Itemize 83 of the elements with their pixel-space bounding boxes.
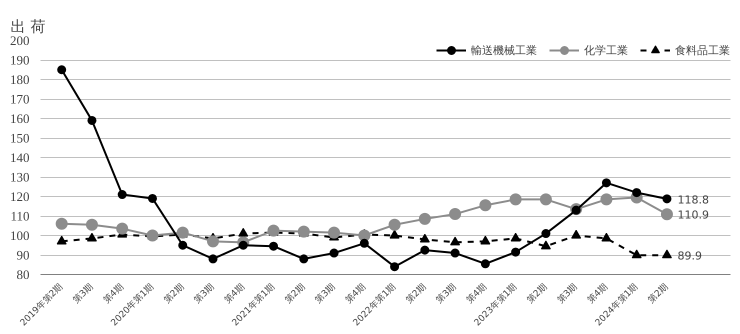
point	[86, 232, 97, 242]
point	[269, 242, 278, 251]
point	[480, 259, 490, 268]
x-tick-label: 第4期	[101, 281, 126, 306]
y-tick-label: 160	[10, 111, 30, 126]
point	[238, 240, 248, 250]
point	[449, 208, 462, 220]
data-label: 89.9	[678, 250, 702, 263]
legend-label: 食料品工業	[675, 42, 730, 58]
point	[540, 240, 551, 250]
y-tick-label: 100	[10, 228, 30, 243]
y-tick-label: 200	[10, 33, 30, 48]
y-tick-label: 90	[16, 248, 30, 262]
point	[450, 248, 460, 258]
point	[480, 236, 490, 244]
point	[632, 250, 642, 258]
x-tick-label: 第3期	[313, 281, 338, 306]
point	[360, 238, 369, 248]
point	[420, 234, 430, 242]
point	[56, 236, 67, 244]
y-tick-label: 120	[10, 189, 30, 204]
x-tick-label: 第2期	[282, 281, 308, 306]
point	[208, 254, 218, 264]
point	[662, 250, 672, 258]
point	[572, 206, 581, 215]
y-tick-label: 140	[10, 150, 30, 165]
point	[662, 194, 672, 204]
point	[238, 228, 248, 237]
y-tick-label: 180	[10, 72, 30, 87]
data-label: 110.9	[678, 208, 710, 222]
point	[510, 193, 522, 206]
point	[418, 212, 431, 225]
point	[390, 262, 400, 272]
x-tick-label: 第2期	[404, 281, 428, 306]
point	[118, 190, 127, 200]
point	[388, 218, 401, 231]
x-tick-label: 第3期	[555, 281, 580, 306]
point	[479, 199, 492, 212]
point	[299, 254, 308, 264]
legend-label: 化学工業	[584, 42, 628, 58]
y-tick-label: 130	[10, 170, 30, 184]
point	[600, 193, 612, 206]
x-tick-label: 第4期	[464, 281, 489, 306]
point	[571, 230, 582, 239]
point	[87, 116, 96, 125]
y-tick-label: 80	[16, 267, 30, 282]
x-tick-label: 第2期	[524, 281, 550, 306]
y-tick-label: 110	[10, 208, 30, 224]
point	[207, 235, 219, 248]
y-tick-label: 170	[10, 92, 30, 106]
x-tick-label: 第2期	[646, 281, 670, 306]
point	[632, 188, 642, 198]
point	[540, 193, 552, 206]
data-label: 118.8	[678, 193, 710, 206]
point	[660, 208, 673, 220]
y-tick-label: 190	[10, 52, 30, 68]
point	[56, 218, 68, 230]
x-tick-label: 第4期	[343, 281, 368, 306]
legend-label: 輸送機械工業	[471, 42, 537, 58]
point	[86, 218, 98, 231]
point	[420, 246, 430, 255]
point	[57, 65, 66, 74]
x-tick-label: 第4期	[222, 281, 247, 306]
point	[602, 178, 611, 188]
point	[601, 232, 612, 242]
x-tick-label: 第2期	[162, 281, 186, 306]
y-tick-label: 150	[10, 130, 30, 146]
x-tick-label: 第3期	[70, 281, 96, 306]
x-tick-label: 第3期	[192, 281, 217, 306]
point	[511, 248, 520, 257]
point	[541, 229, 550, 238]
point	[148, 194, 157, 203]
point	[330, 248, 339, 258]
point	[358, 230, 370, 242]
x-tick-label: 第4期	[585, 281, 610, 306]
point	[450, 236, 460, 246]
x-tick-label: 第3期	[434, 281, 459, 306]
chart-title: 出 荷	[10, 18, 46, 36]
point	[178, 240, 188, 250]
point	[328, 226, 340, 239]
point	[390, 230, 400, 239]
point	[116, 222, 128, 235]
point	[510, 232, 521, 242]
